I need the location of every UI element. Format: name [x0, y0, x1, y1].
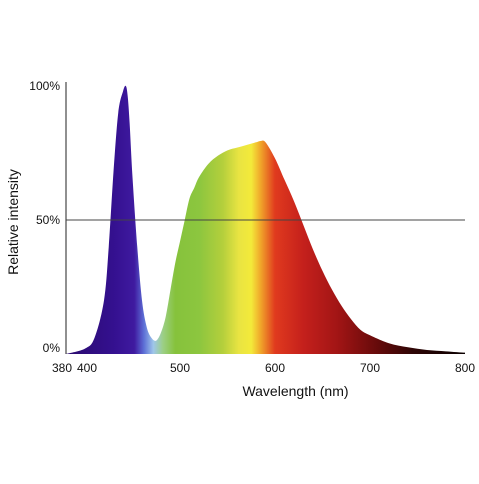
x-tick-label: 800 [455, 361, 475, 375]
y-tick-label: 0% [43, 341, 61, 355]
axes [65, 82, 465, 354]
x-tick-label: 600 [265, 361, 285, 375]
x-tick-label: 400 [77, 361, 97, 375]
x-tick-label: 380 [52, 361, 72, 375]
y-tick-label: 50% [36, 213, 60, 227]
tick-labels: 380 400 500 600 700 800 0% 50% 100% [29, 79, 475, 375]
x-axis-title: Wavelength (nm) [242, 383, 348, 399]
x-tick-label: 500 [170, 361, 190, 375]
y-axis-title: Relative intensity [5, 169, 21, 275]
y-tick-label: 100% [29, 79, 60, 93]
x-tick-label: 700 [360, 361, 380, 375]
